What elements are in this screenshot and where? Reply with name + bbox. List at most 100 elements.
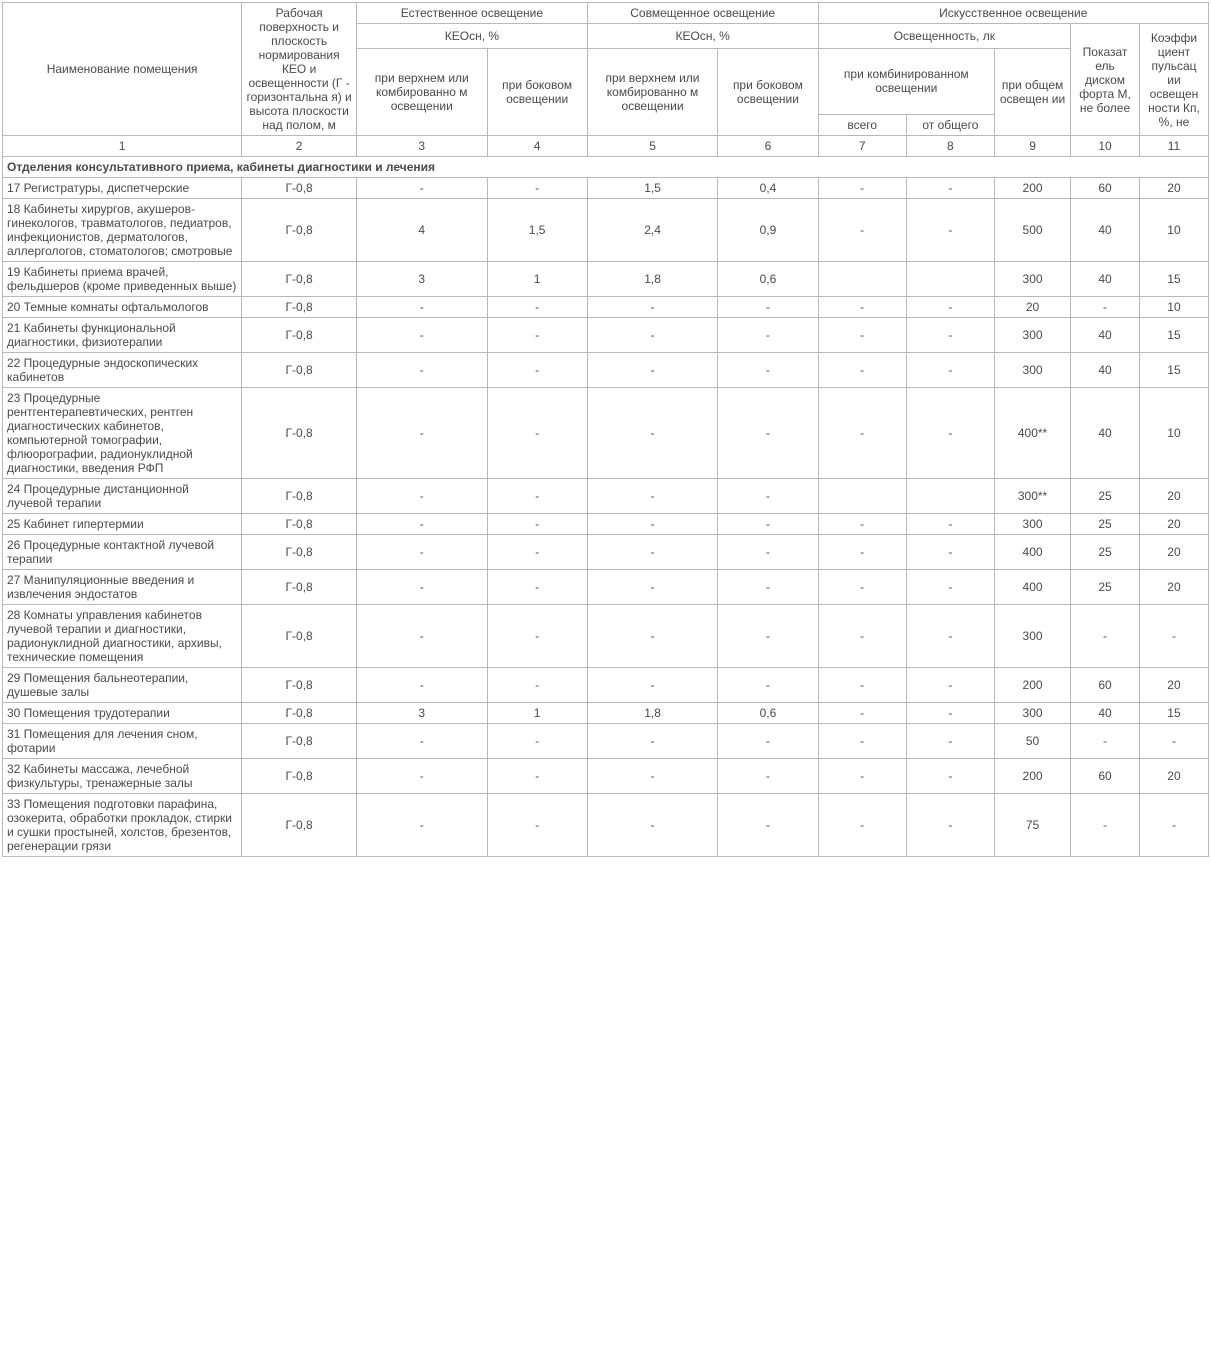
col-num: 6 bbox=[718, 136, 818, 157]
table-row: 27 Манипуляционные введения и извлечения… bbox=[3, 570, 1209, 605]
table-header: Наименование помещения Рабочая поверхнос… bbox=[3, 3, 1209, 136]
value-cell: - bbox=[487, 605, 587, 668]
value-cell: 200 bbox=[994, 178, 1070, 199]
value-cell: - bbox=[906, 514, 994, 535]
value-cell: 0,4 bbox=[718, 178, 818, 199]
table-row: 17 Регистратуры, диспетчерскиеГ-0,8--1,5… bbox=[3, 178, 1209, 199]
value-cell: - bbox=[587, 759, 717, 794]
value-cell: - bbox=[487, 668, 587, 703]
value-cell: - bbox=[357, 178, 487, 199]
col-num: 10 bbox=[1071, 136, 1140, 157]
value-cell: 1 bbox=[487, 262, 587, 297]
value-cell: 200 bbox=[994, 759, 1070, 794]
value-cell: 300 bbox=[994, 353, 1070, 388]
value-cell: - bbox=[1071, 297, 1140, 318]
value-cell: - bbox=[357, 570, 487, 605]
h-room-name: Наименование помещения bbox=[3, 3, 242, 136]
table-row: 23 Процедурные рентгентерапевтических, р… bbox=[3, 388, 1209, 479]
value-cell: - bbox=[718, 605, 818, 668]
col-num: 9 bbox=[994, 136, 1070, 157]
h-artificial: Искусственное освещение bbox=[818, 3, 1208, 24]
table-row: 19 Кабинеты приема врачей, фельдшеров (к… bbox=[3, 262, 1209, 297]
h-total: всего bbox=[818, 115, 906, 136]
value-cell bbox=[906, 262, 994, 297]
col-num: 5 bbox=[587, 136, 717, 157]
value-cell: 40 bbox=[1071, 199, 1140, 262]
value-cell: Г-0,8 bbox=[242, 199, 357, 262]
value-cell: 300 bbox=[994, 703, 1070, 724]
value-cell: - bbox=[357, 388, 487, 479]
value-cell: 75 bbox=[994, 794, 1070, 857]
value-cell: - bbox=[818, 668, 906, 703]
value-cell: - bbox=[818, 703, 906, 724]
value-cell: 15 bbox=[1139, 262, 1208, 297]
value-cell: Г-0,8 bbox=[242, 794, 357, 857]
section-title: Отделения консультативного приема, кабин… bbox=[3, 157, 1209, 178]
value-cell: - bbox=[718, 479, 818, 514]
value-cell: - bbox=[487, 535, 587, 570]
value-cell: - bbox=[718, 514, 818, 535]
value-cell: 0,6 bbox=[718, 703, 818, 724]
value-cell: - bbox=[818, 199, 906, 262]
value-cell: - bbox=[487, 794, 587, 857]
value-cell: - bbox=[357, 668, 487, 703]
value-cell: - bbox=[487, 353, 587, 388]
value-cell: 15 bbox=[1139, 318, 1208, 353]
value-cell: - bbox=[906, 318, 994, 353]
value-cell: - bbox=[357, 759, 487, 794]
table-row: 28 Комнаты управления кабинетов лучевой … bbox=[3, 605, 1209, 668]
table-row: 21 Кабинеты функциональной диагностики, … bbox=[3, 318, 1209, 353]
h-surface: Рабочая поверхность и плоскость нормиров… bbox=[242, 3, 357, 136]
value-cell: - bbox=[587, 388, 717, 479]
value-cell: - bbox=[587, 514, 717, 535]
value-cell: 20 bbox=[1139, 178, 1208, 199]
value-cell: - bbox=[587, 724, 717, 759]
value-cell bbox=[818, 479, 906, 514]
value-cell: 0,9 bbox=[718, 199, 818, 262]
value-cell: 20 bbox=[1139, 570, 1208, 605]
col-num: 2 bbox=[242, 136, 357, 157]
value-cell: - bbox=[906, 794, 994, 857]
value-cell: 500 bbox=[994, 199, 1070, 262]
h-of-total: от общего bbox=[906, 115, 994, 136]
value-cell: 300 bbox=[994, 605, 1070, 668]
value-cell: 20 bbox=[994, 297, 1070, 318]
value-cell: - bbox=[587, 668, 717, 703]
table-row: 25 Кабинет гипертермииГ-0,8------3002520 bbox=[3, 514, 1209, 535]
value-cell: Г-0,8 bbox=[242, 297, 357, 318]
table-row: 24 Процедурные дистанционной лучевой тер… bbox=[3, 479, 1209, 514]
value-cell: Г-0,8 bbox=[242, 178, 357, 199]
value-cell: Г-0,8 bbox=[242, 318, 357, 353]
value-cell: - bbox=[818, 353, 906, 388]
value-cell: 40 bbox=[1071, 703, 1140, 724]
room-name-cell: 28 Комнаты управления кабинетов лучевой … bbox=[3, 605, 242, 668]
room-name-cell: 31 Помещения для лечения сном, фотарии bbox=[3, 724, 242, 759]
h-comb-top: при верхнем или комбированно м освещении bbox=[587, 48, 717, 136]
value-cell bbox=[906, 479, 994, 514]
value-cell: Г-0,8 bbox=[242, 724, 357, 759]
value-cell: 25 bbox=[1071, 535, 1140, 570]
value-cell: 400 bbox=[994, 570, 1070, 605]
h-comb-light: при комбинированном освещении bbox=[818, 48, 994, 115]
room-name-cell: 17 Регистратуры, диспетчерские bbox=[3, 178, 242, 199]
value-cell: - bbox=[718, 388, 818, 479]
table-row: 26 Процедурные контактной лучевой терапи… bbox=[3, 535, 1209, 570]
h-pulsation: Коэффи циент пульсац ии освещен ности Кп… bbox=[1139, 24, 1208, 136]
value-cell: - bbox=[818, 759, 906, 794]
room-name-cell: 29 Помещения бальнеотерапии, душевые зал… bbox=[3, 668, 242, 703]
value-cell: - bbox=[487, 318, 587, 353]
value-cell: - bbox=[487, 479, 587, 514]
value-cell: - bbox=[487, 297, 587, 318]
h-keo2: КЕОсн, % bbox=[587, 24, 818, 49]
value-cell: 2,4 bbox=[587, 199, 717, 262]
value-cell: 20 bbox=[1139, 479, 1208, 514]
value-cell: 60 bbox=[1071, 178, 1140, 199]
room-name-cell: 18 Кабинеты хирургов, акушеров-гинеколог… bbox=[3, 199, 242, 262]
value-cell: - bbox=[357, 318, 487, 353]
h-combined: Совмещенное освещение bbox=[587, 3, 818, 24]
value-cell: - bbox=[357, 297, 487, 318]
value-cell: - bbox=[1071, 794, 1140, 857]
value-cell: 4 bbox=[357, 199, 487, 262]
h-comb-side: при боковом освещении bbox=[718, 48, 818, 136]
value-cell: 15 bbox=[1139, 703, 1208, 724]
